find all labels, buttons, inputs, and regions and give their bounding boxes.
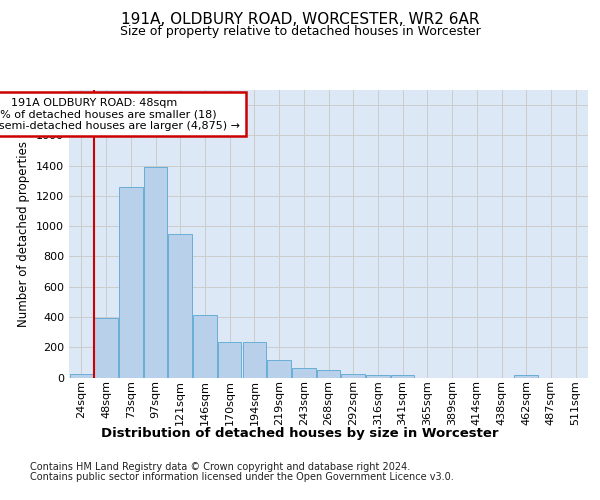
- Bar: [193, 314, 217, 378]
- Bar: [366, 375, 389, 378]
- Y-axis label: Number of detached properties: Number of detached properties: [17, 141, 31, 327]
- Bar: [94, 318, 118, 378]
- Bar: [341, 374, 365, 378]
- Text: Contains public sector information licensed under the Open Government Licence v3: Contains public sector information licen…: [30, 472, 454, 482]
- Bar: [292, 368, 316, 378]
- Text: 191A OLDBURY ROAD: 48sqm
← <1% of detached houses are smaller (18)
>99% of semi-: 191A OLDBURY ROAD: 48sqm ← <1% of detach…: [0, 98, 240, 131]
- Bar: [391, 375, 415, 378]
- Bar: [242, 342, 266, 378]
- Text: Contains HM Land Registry data © Crown copyright and database right 2024.: Contains HM Land Registry data © Crown c…: [30, 462, 410, 472]
- Bar: [144, 167, 167, 378]
- Text: 191A, OLDBURY ROAD, WORCESTER, WR2 6AR: 191A, OLDBURY ROAD, WORCESTER, WR2 6AR: [121, 12, 479, 28]
- Bar: [169, 234, 192, 378]
- Bar: [268, 360, 291, 378]
- Text: Size of property relative to detached houses in Worcester: Size of property relative to detached ho…: [119, 25, 481, 38]
- Bar: [317, 370, 340, 378]
- Bar: [514, 375, 538, 378]
- Bar: [218, 342, 241, 378]
- Bar: [70, 374, 93, 378]
- Bar: [119, 187, 143, 378]
- Text: Distribution of detached houses by size in Worcester: Distribution of detached houses by size …: [101, 428, 499, 440]
